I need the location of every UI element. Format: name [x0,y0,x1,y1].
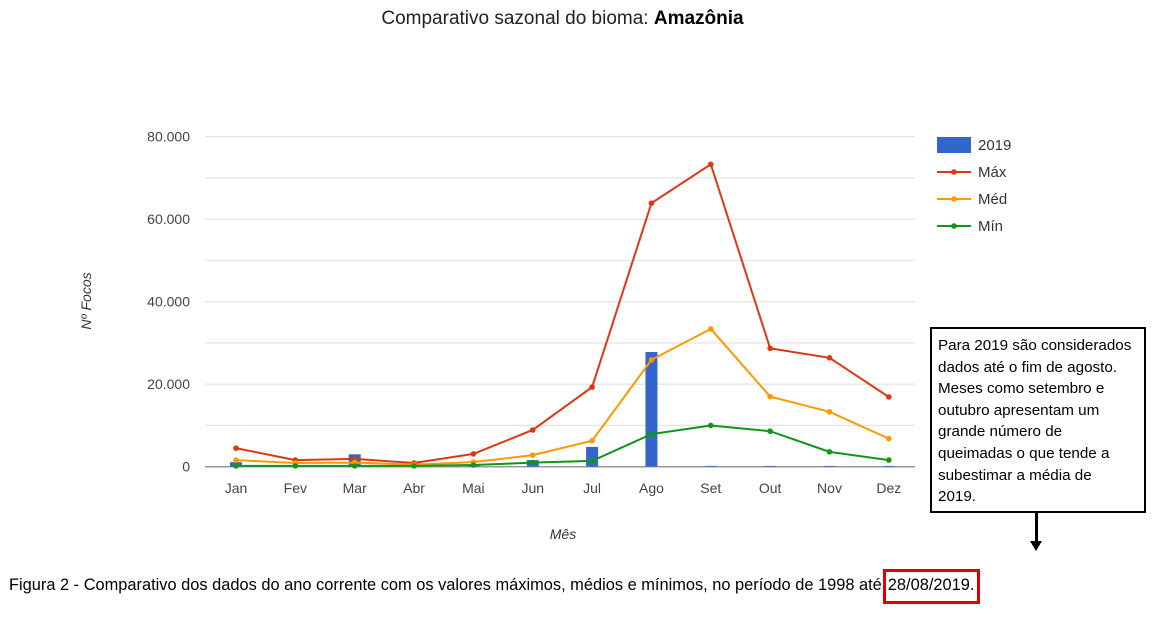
legend-label: Mín [978,218,1003,235]
data-point [826,449,833,455]
data-point [708,326,714,332]
data-point [529,452,536,458]
x-tick-label: Ago [639,480,664,496]
figure-caption: Figura 2 - Comparativo dos dados do ano … [9,569,981,604]
annotation-line: queimadas o que tende a [938,444,1110,462]
data-point [767,393,773,400]
data-point [886,457,892,463]
data-point [826,409,833,415]
data-point [648,431,655,437]
x-tick-label: Jan [225,480,248,496]
legend-swatch-bar [937,137,971,153]
bar-2019-jul [586,446,599,467]
data-point [648,200,655,206]
data-point [411,463,417,469]
x-tick-label: Jul [583,480,601,496]
annotation-box: Para 2019 são considerados dados até o f… [930,327,1146,513]
series-line-1 [235,162,890,464]
data-point [470,451,477,457]
bar-2019-nov [823,465,836,467]
caption-highlighted-date: 28/08/2019. [882,569,981,604]
bar-2019-set [704,465,717,467]
x-tick-label: Mai [462,480,485,496]
x-tick-label: Jun [521,480,544,496]
series-line-2 [235,327,890,466]
data-point [233,463,239,469]
annotation-line: subestimar a média de [938,466,1092,484]
y-tick-label: 80.000 [147,129,190,145]
y-axis-title: Nº Focos [78,272,94,329]
data-point [589,458,595,464]
data-point [648,357,655,363]
annotation-line: dados até o fim de agosto. [938,358,1117,376]
y-tick-label: 0 [182,459,190,475]
data-point [767,428,773,435]
annotation-line: outubro apresentam um [938,401,1100,419]
legend-label: 2019 [978,137,1011,154]
legend-swatch-point [951,169,957,175]
annotation-line: 2019. [938,488,977,506]
data-point [351,463,358,469]
y-tick-label: 40.000 [147,294,190,310]
legend-swatch-point [951,223,957,229]
x-tick-label: Set [700,480,721,496]
data-point [233,457,239,463]
series-line-3 [236,424,889,467]
data-point [589,437,595,444]
annotation-arrow-line [1035,513,1038,543]
data-point [708,422,714,429]
chart-title-prefix: Comparativo sazonal do bioma: [381,8,654,29]
bar-2019-ago [645,352,658,467]
data-point [589,384,595,390]
caption-text: Figura 2 - Comparativo dos dados do ano … [9,576,882,594]
x-tick-label: Nov [817,480,842,496]
data-point [826,355,833,361]
x-tick-label: Dez [876,480,901,496]
data-point [767,345,773,352]
y-tick-label: 20.000 [147,376,190,392]
data-point [529,459,536,466]
x-tick-label: Out [759,480,782,496]
annotation-line: Meses como setembro e [938,380,1105,398]
annotation-line: Para 2019 são considerados [938,337,1132,354]
data-point [886,394,892,400]
bar-2019-dez [882,465,895,467]
data-point [233,445,239,451]
x-axis-title: Mês [550,526,576,542]
legend-label: Máx [978,164,1007,181]
legend-swatch-point [951,196,957,202]
x-tick-label: Fev [284,480,307,496]
annotation-line: grande número de [938,423,1063,441]
chart-title: Comparativo sazonal do bioma: Amazônia [0,8,1125,30]
data-point [470,462,477,468]
y-tick-label: 60.000 [147,211,190,227]
legend-label: Méd [978,191,1007,208]
data-point [292,463,299,469]
x-tick-label: Mar [343,480,367,496]
data-point [708,161,714,168]
data-point [529,427,536,433]
arrow-down-icon [1030,541,1042,551]
chart-title-biome: Amazônia [653,8,744,29]
bar-2019-out [764,465,777,467]
x-tick-label: Abr [403,480,425,496]
data-point [886,435,892,442]
